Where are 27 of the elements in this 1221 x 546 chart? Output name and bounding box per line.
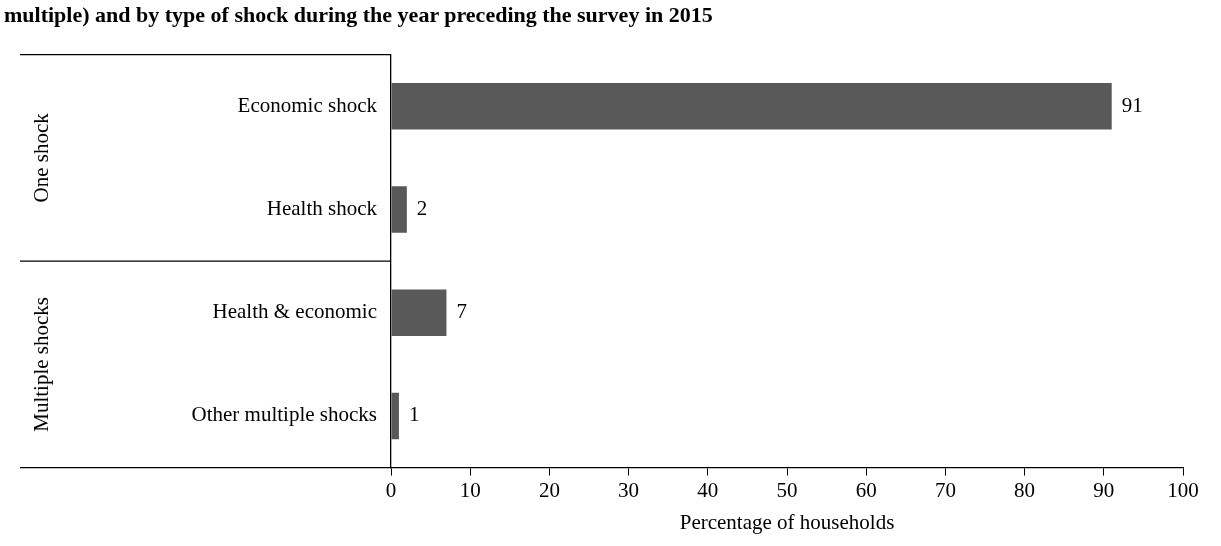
x-tick-label: 30 (618, 477, 640, 502)
y-tick-label: Health & economic (212, 299, 377, 324)
data-label: 2 (416, 195, 428, 220)
x-tick-label: 20 (538, 477, 560, 502)
text: One shock (28, 112, 53, 203)
x-tick-label: 40 (697, 477, 719, 502)
text: Multiple shocks (28, 296, 53, 432)
bar (391, 186, 407, 233)
data-label: 1 (408, 402, 420, 427)
x-tick-label: 70 (934, 477, 956, 502)
bar (391, 289, 447, 336)
x-tick-label: 100 (1167, 477, 1199, 502)
bar (391, 82, 1112, 130)
y-tick-label: Health shock (266, 195, 378, 220)
chart-title: multiple) and by type of shock during the year preceding the survey in 2015 (4, 2, 714, 28)
y-tick-label: Economic shock (237, 92, 378, 117)
x-tick-label: 50 (776, 477, 798, 502)
y-tick-label: Other multiple shocks (191, 402, 377, 427)
x-tick-label: 10 (459, 477, 481, 502)
data-label: 7 (456, 299, 467, 324)
bar (391, 392, 399, 440)
data-label: 91 (1121, 92, 1143, 117)
x-axis-title: Percentage of households (679, 509, 895, 534)
x-tick-label: 80 (1014, 477, 1036, 502)
x-tick-label: 90 (1093, 477, 1115, 502)
x-tick-label: 0 (385, 477, 397, 502)
x-tick-label: 60 (855, 477, 877, 502)
